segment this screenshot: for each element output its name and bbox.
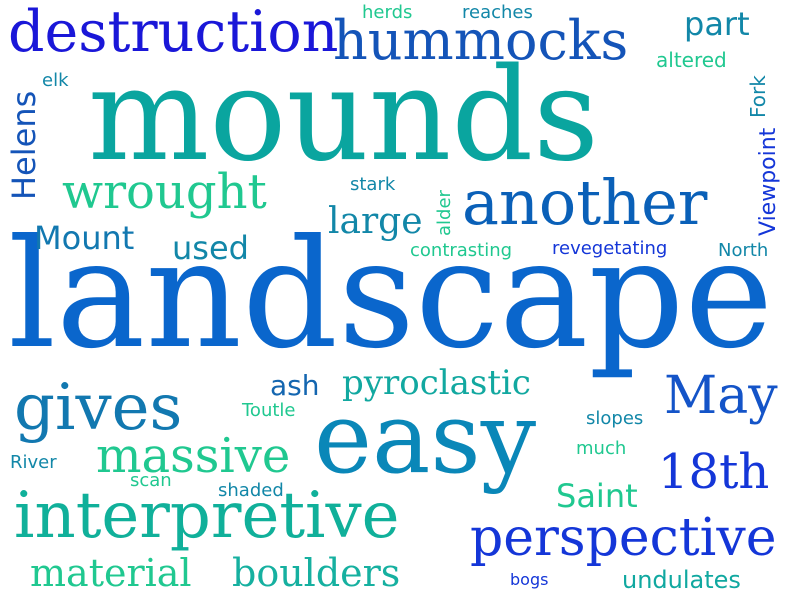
word-scan: scan bbox=[130, 470, 172, 491]
word-another: another bbox=[462, 166, 708, 239]
word-Fork: Fork bbox=[746, 75, 770, 118]
word-River: River bbox=[10, 452, 57, 473]
word-destruction: destruction bbox=[8, 0, 339, 65]
word-Toutle: Toutle bbox=[242, 400, 296, 421]
word-large: large bbox=[328, 201, 423, 242]
word-alder: alder bbox=[434, 190, 455, 236]
word-herds: herds bbox=[362, 2, 413, 23]
word-18th: 18th bbox=[658, 444, 770, 500]
word-boulders: boulders bbox=[232, 551, 401, 595]
word-North: North bbox=[718, 240, 769, 261]
word-perspective: perspective bbox=[470, 508, 777, 568]
word-part: part bbox=[684, 5, 750, 43]
word-ash: ash bbox=[270, 369, 320, 402]
word-May: May bbox=[664, 366, 778, 426]
word-shaded: shaded bbox=[218, 480, 284, 501]
word-altered: altered bbox=[656, 48, 727, 72]
word-gives: gives bbox=[14, 371, 183, 445]
word-Mount: Mount bbox=[34, 219, 135, 257]
word-interpretive: interpretive bbox=[14, 479, 400, 553]
word-wrought: wrought bbox=[62, 164, 267, 220]
word-reaches: reaches bbox=[462, 2, 533, 23]
word-Helens: Helens bbox=[5, 90, 43, 200]
word-Viewpoint: Viewpoint bbox=[756, 127, 781, 236]
word-contrasting: contrasting bbox=[410, 240, 513, 261]
word-undulates: undulates bbox=[622, 566, 741, 594]
word-revegetating: revegetating bbox=[552, 238, 668, 259]
word-material: material bbox=[30, 551, 192, 595]
word-much: much bbox=[576, 438, 627, 459]
word-elk: elk bbox=[42, 70, 69, 91]
word-pyroclastic: pyroclastic bbox=[342, 363, 531, 403]
word-used: used bbox=[172, 229, 249, 267]
word-easy: easy bbox=[314, 382, 537, 496]
word-hummocks: hummocks bbox=[333, 9, 629, 72]
word-massive: massive bbox=[96, 428, 291, 484]
word-stark: stark bbox=[350, 174, 396, 195]
word-slopes: slopes bbox=[586, 408, 644, 429]
word-Saint: Saint bbox=[556, 477, 638, 515]
word-mounds: mounds bbox=[88, 41, 599, 190]
word-bogs: bogs bbox=[510, 570, 549, 589]
word-landscape: landscape bbox=[8, 208, 774, 382]
